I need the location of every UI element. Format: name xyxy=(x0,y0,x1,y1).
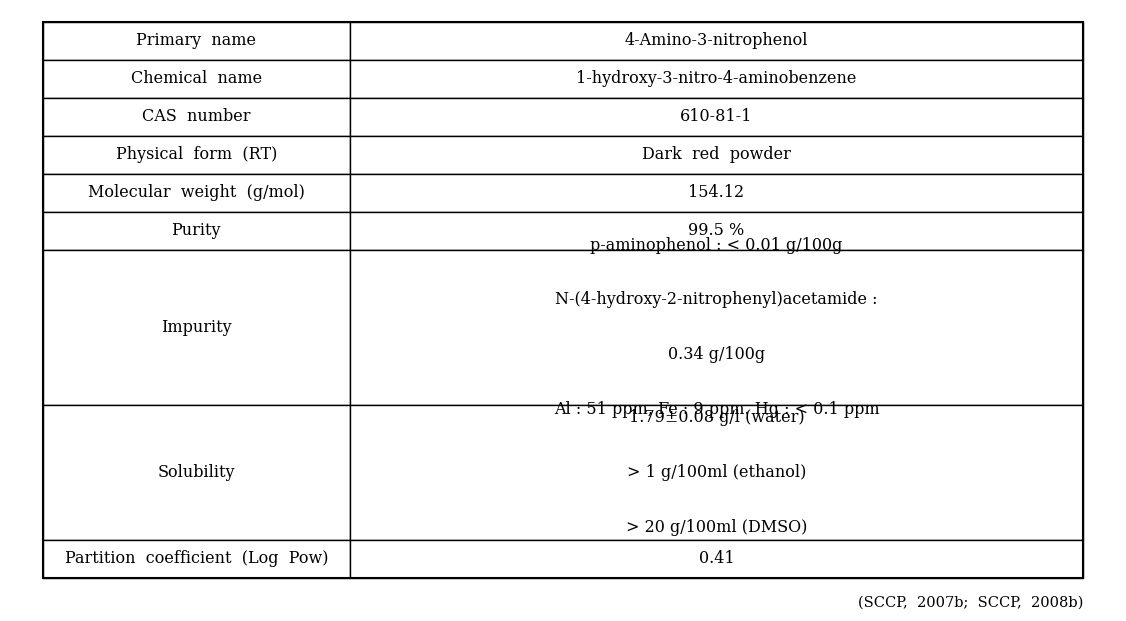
Bar xyxy=(43,250,350,405)
Text: Partition  coefficient  (Log  Pow): Partition coefficient (Log Pow) xyxy=(64,550,328,567)
Bar xyxy=(43,212,350,250)
Text: 4-Amino-3-nitrophenol: 4-Amino-3-nitrophenol xyxy=(625,32,808,49)
Bar xyxy=(350,136,1083,174)
Text: 154.12: 154.12 xyxy=(688,184,744,201)
Bar xyxy=(43,136,350,174)
Bar xyxy=(350,250,1083,405)
Bar xyxy=(350,22,1083,60)
Bar xyxy=(350,60,1083,97)
Text: Solubility: Solubility xyxy=(158,464,235,481)
Text: 610-81-1: 610-81-1 xyxy=(680,108,752,125)
Text: 0.41: 0.41 xyxy=(698,550,734,567)
Bar xyxy=(350,540,1083,578)
Bar xyxy=(43,60,350,97)
Text: (SCCP,  2007b;  SCCP,  2008b): (SCCP, 2007b; SCCP, 2008b) xyxy=(858,596,1083,610)
Text: Dark  red  powder: Dark red powder xyxy=(642,146,790,163)
Bar xyxy=(43,22,350,60)
Text: Physical  form  (RT): Physical form (RT) xyxy=(116,146,277,163)
Text: Primary  name: Primary name xyxy=(136,32,257,49)
Text: CAS  number: CAS number xyxy=(142,108,250,125)
Bar xyxy=(350,174,1083,212)
Bar xyxy=(43,540,350,578)
Text: 1.79±0.08 g/l (water)

> 1 g/100ml (ethanol)

> 20 g/100ml (DMSO): 1.79±0.08 g/l (water) > 1 g/100ml (ethan… xyxy=(626,409,807,535)
Text: Molecular  weight  (g/mol): Molecular weight (g/mol) xyxy=(88,184,305,201)
Bar xyxy=(43,97,350,136)
Bar xyxy=(43,22,1083,578)
Bar xyxy=(350,97,1083,136)
Bar xyxy=(350,212,1083,250)
Bar xyxy=(350,405,1083,540)
Bar xyxy=(43,174,350,212)
Text: Purity: Purity xyxy=(171,222,221,239)
Text: Impurity: Impurity xyxy=(161,319,232,336)
Text: 1-hydroxy-3-nitro-4-aminobenzene: 1-hydroxy-3-nitro-4-aminobenzene xyxy=(577,70,857,87)
Text: p-aminophenol : < 0.01 g/100g

N-(4-hydroxy-2-nitrophenyl)acetamide :

0.34 g/10: p-aminophenol : < 0.01 g/100g N-(4-hydro… xyxy=(554,237,879,418)
Text: Chemical  name: Chemical name xyxy=(131,70,262,87)
Bar xyxy=(43,405,350,540)
Text: 99.5 %: 99.5 % xyxy=(688,222,744,239)
